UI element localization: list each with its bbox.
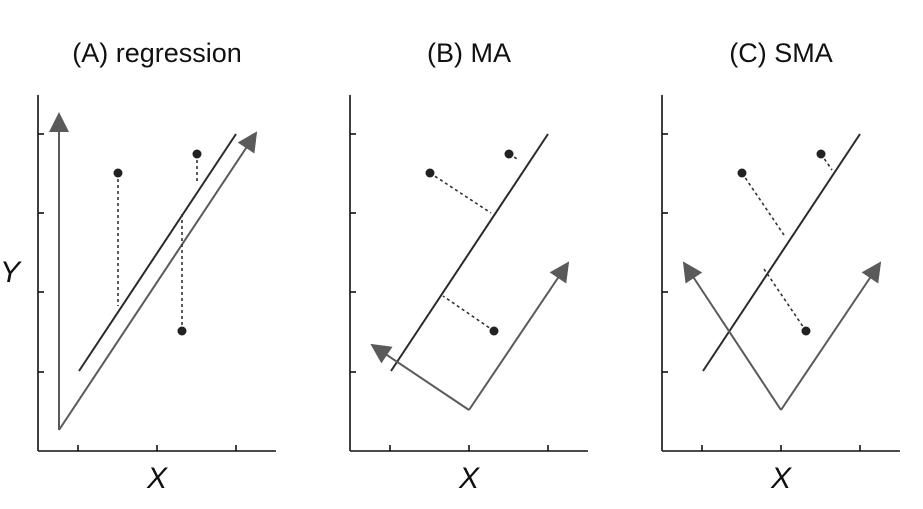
panel-c-x-axis-label: X [771,462,792,495]
panel-c-sma-line [702,133,861,372]
panel-c [661,95,900,452]
panel-b-x-axis-label: X [459,462,480,495]
panel-b-point-3 [489,326,499,336]
panel-b-arrow-right [468,261,570,411]
panel-b-point-1 [425,168,435,178]
panel-a-title: (A) regression [72,38,242,68]
panel-b-arrow-left [370,343,470,411]
panel-b-axes [349,95,588,452]
panel-b-residual-1 [429,172,492,214]
panel-a-axes [37,95,276,452]
panel-b-ma-line [390,133,549,372]
panel-c-title: (C) SMA [729,38,833,68]
panel-c-arrow-right [780,261,882,411]
panel-b-point-2 [504,149,514,159]
panel-c-arrow-left [682,261,782,411]
y-axis-label: Y [0,256,21,289]
panel-c-residual-3 [763,268,807,332]
panel-a-point-1 [113,168,123,178]
panel-b [349,95,588,452]
panel-c-axes [661,95,900,452]
panel-a [37,95,276,452]
panel-c-point-3 [801,326,811,336]
panel-b-residual-3 [442,295,495,332]
panel-a-diagonal-arrow [58,131,258,431]
panel-a-x-axis-label: X [147,462,168,495]
panel-b-title: (B) MA [427,38,511,68]
panel-a-point-3 [192,149,202,159]
panel-a-regression-line [78,133,237,372]
panel-c-residual-1 [741,172,785,236]
panel-c-point-2 [816,149,826,159]
panel-a-point-2 [177,326,187,336]
panel-c-point-1 [737,168,747,178]
